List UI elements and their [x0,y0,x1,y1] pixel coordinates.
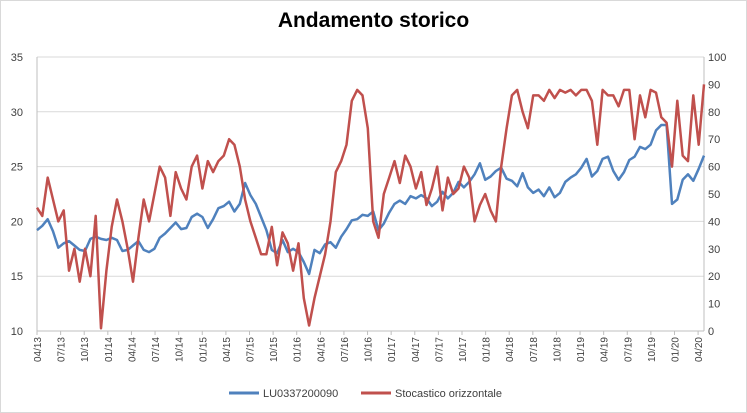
y-left-tick-label: 30 [11,107,23,119]
y-left-tick-label: 20 [11,216,23,228]
x-tick-label: 01/17 [387,337,398,362]
y-left-tick-label: 35 [11,52,23,64]
x-tick-label: 10/14 [175,337,186,362]
x-tick-label: 10/16 [364,337,375,362]
x-tick-label: 07/16 [340,337,351,362]
series-line-stocastico-orizzontale [35,84,706,330]
x-tick-label: 01/19 [576,337,587,362]
legend-label: LU0337200090 [263,388,338,400]
x-tick-label: 01/18 [482,337,493,362]
y-right-tick-label: 60 [708,162,720,174]
x-tick-label: 10/15 [269,337,280,362]
x-tick-label: 07/15 [245,337,256,362]
y-left-tick-label: 25 [11,162,23,174]
x-tick-label: 01/14 [104,337,115,362]
y-right-tick-label: 30 [708,244,720,256]
y-right-tick-label: 100 [708,52,726,64]
y-right-tick-label: 10 [708,299,720,311]
x-tick-label: 10/17 [458,337,469,362]
y-right-tick-label: 20 [708,271,720,283]
y-left-tick-label: 15 [11,271,23,283]
x-tick-label: 01/16 [293,337,304,362]
y-right-tick-label: 70 [708,134,720,146]
x-tick-label: 07/13 [57,337,68,362]
x-tick-label: 04/17 [411,337,422,362]
y-right-tick-label: 80 [708,107,720,119]
x-tick-label: 07/14 [151,337,162,362]
x-tick-label: 04/18 [505,337,516,362]
x-tick-label: 07/19 [623,337,634,362]
y-right-tick-label: 0 [708,326,714,338]
x-tick-label: 10/19 [647,337,658,362]
x-tick-label: 04/19 [600,337,611,362]
chart-title: Andamento storico [277,9,470,32]
series-line-lu0337200090 [36,123,706,276]
y-right-tick-label: 40 [708,216,720,228]
x-tick-label: 01/15 [198,337,209,362]
x-tick-label: 07/18 [529,337,540,362]
y-left-tick-label: 10 [11,326,23,338]
y-right-tick-label: 90 [708,79,720,91]
x-tick-label: 04/15 [222,337,233,362]
x-tick-label: 04/14 [127,337,138,362]
y-right-tick-label: 50 [708,189,720,201]
legend-label: Stocastico orizzontale [395,388,502,400]
x-tick-label: 04/20 [694,337,705,362]
x-tick-label: 10/18 [552,337,563,362]
x-tick-label: 01/20 [670,337,681,362]
x-tick-label: 04/13 [33,337,44,362]
x-tick-label: 10/13 [80,337,91,362]
x-tick-label: 04/16 [316,337,327,362]
x-tick-label: 07/17 [434,337,445,362]
